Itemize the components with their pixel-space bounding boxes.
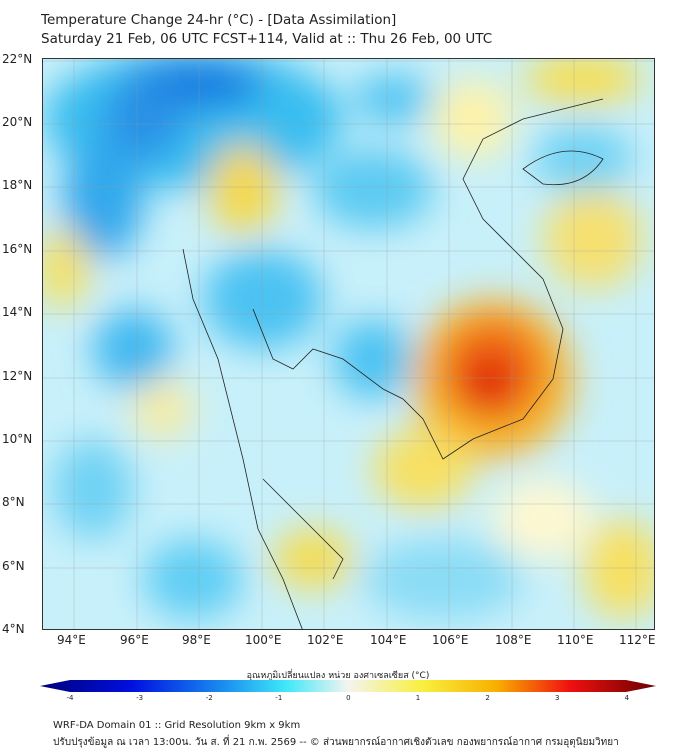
lat-label: 20°N: [2, 115, 33, 129]
lon-label: 108°E: [495, 633, 532, 647]
lat-label: 16°N: [2, 242, 33, 256]
colorbar-label: อุณหภูมิเปลี่ยนแปลง หน่วย องศาเซลเซียส (…: [246, 671, 430, 681]
lat-label: 22°N: [2, 52, 33, 66]
colorbar-tick: 1: [415, 694, 421, 702]
colorbar-tick: 2: [485, 694, 490, 702]
lon-label: 112°E: [619, 633, 656, 647]
lat-label: 18°N: [2, 178, 33, 192]
lon-label: 100°E: [245, 633, 282, 647]
footer-line1: WRF-DA Domain 01 :: Grid Resolution 9km …: [53, 720, 301, 731]
lon-label: 94°E: [57, 633, 86, 647]
lat-label: 6°N: [2, 559, 25, 573]
footer-line2: ปรับปรุงข้อมูล ณ เวลา 13:00น. วัน ส. ที่…: [53, 737, 619, 748]
lat-label: 14°N: [2, 305, 33, 319]
colorbar-tick: -4: [66, 694, 74, 702]
colorbar: [40, 680, 656, 692]
title-line2: Saturday 21 Feb, 06 UTC FCST+114, Valid …: [41, 31, 493, 47]
colorbar-tick: -3: [136, 694, 144, 702]
colorbar-tick: 0: [346, 694, 351, 702]
lon-label: 106°E: [432, 633, 469, 647]
lat-label: 8°N: [2, 495, 25, 509]
colorbar-tick: -1: [275, 694, 283, 702]
lon-label: 98°E: [182, 633, 211, 647]
lon-label: 96°E: [120, 633, 149, 647]
colorbar-tick: -2: [205, 694, 213, 702]
lon-label: 110°E: [557, 633, 594, 647]
lon-label: 102°E: [307, 633, 344, 647]
lat-label: 10°N: [2, 432, 33, 446]
colorbar-tick: 4: [624, 694, 630, 702]
title-line1: Temperature Change 24-hr (°C) - [Data As…: [41, 12, 397, 28]
colorbar-tick: 3: [554, 694, 560, 702]
lat-label: 4°N: [2, 622, 25, 636]
lon-label: 104°E: [370, 633, 407, 647]
lat-label: 12°N: [2, 369, 33, 383]
temperature-change-map: [42, 58, 655, 630]
